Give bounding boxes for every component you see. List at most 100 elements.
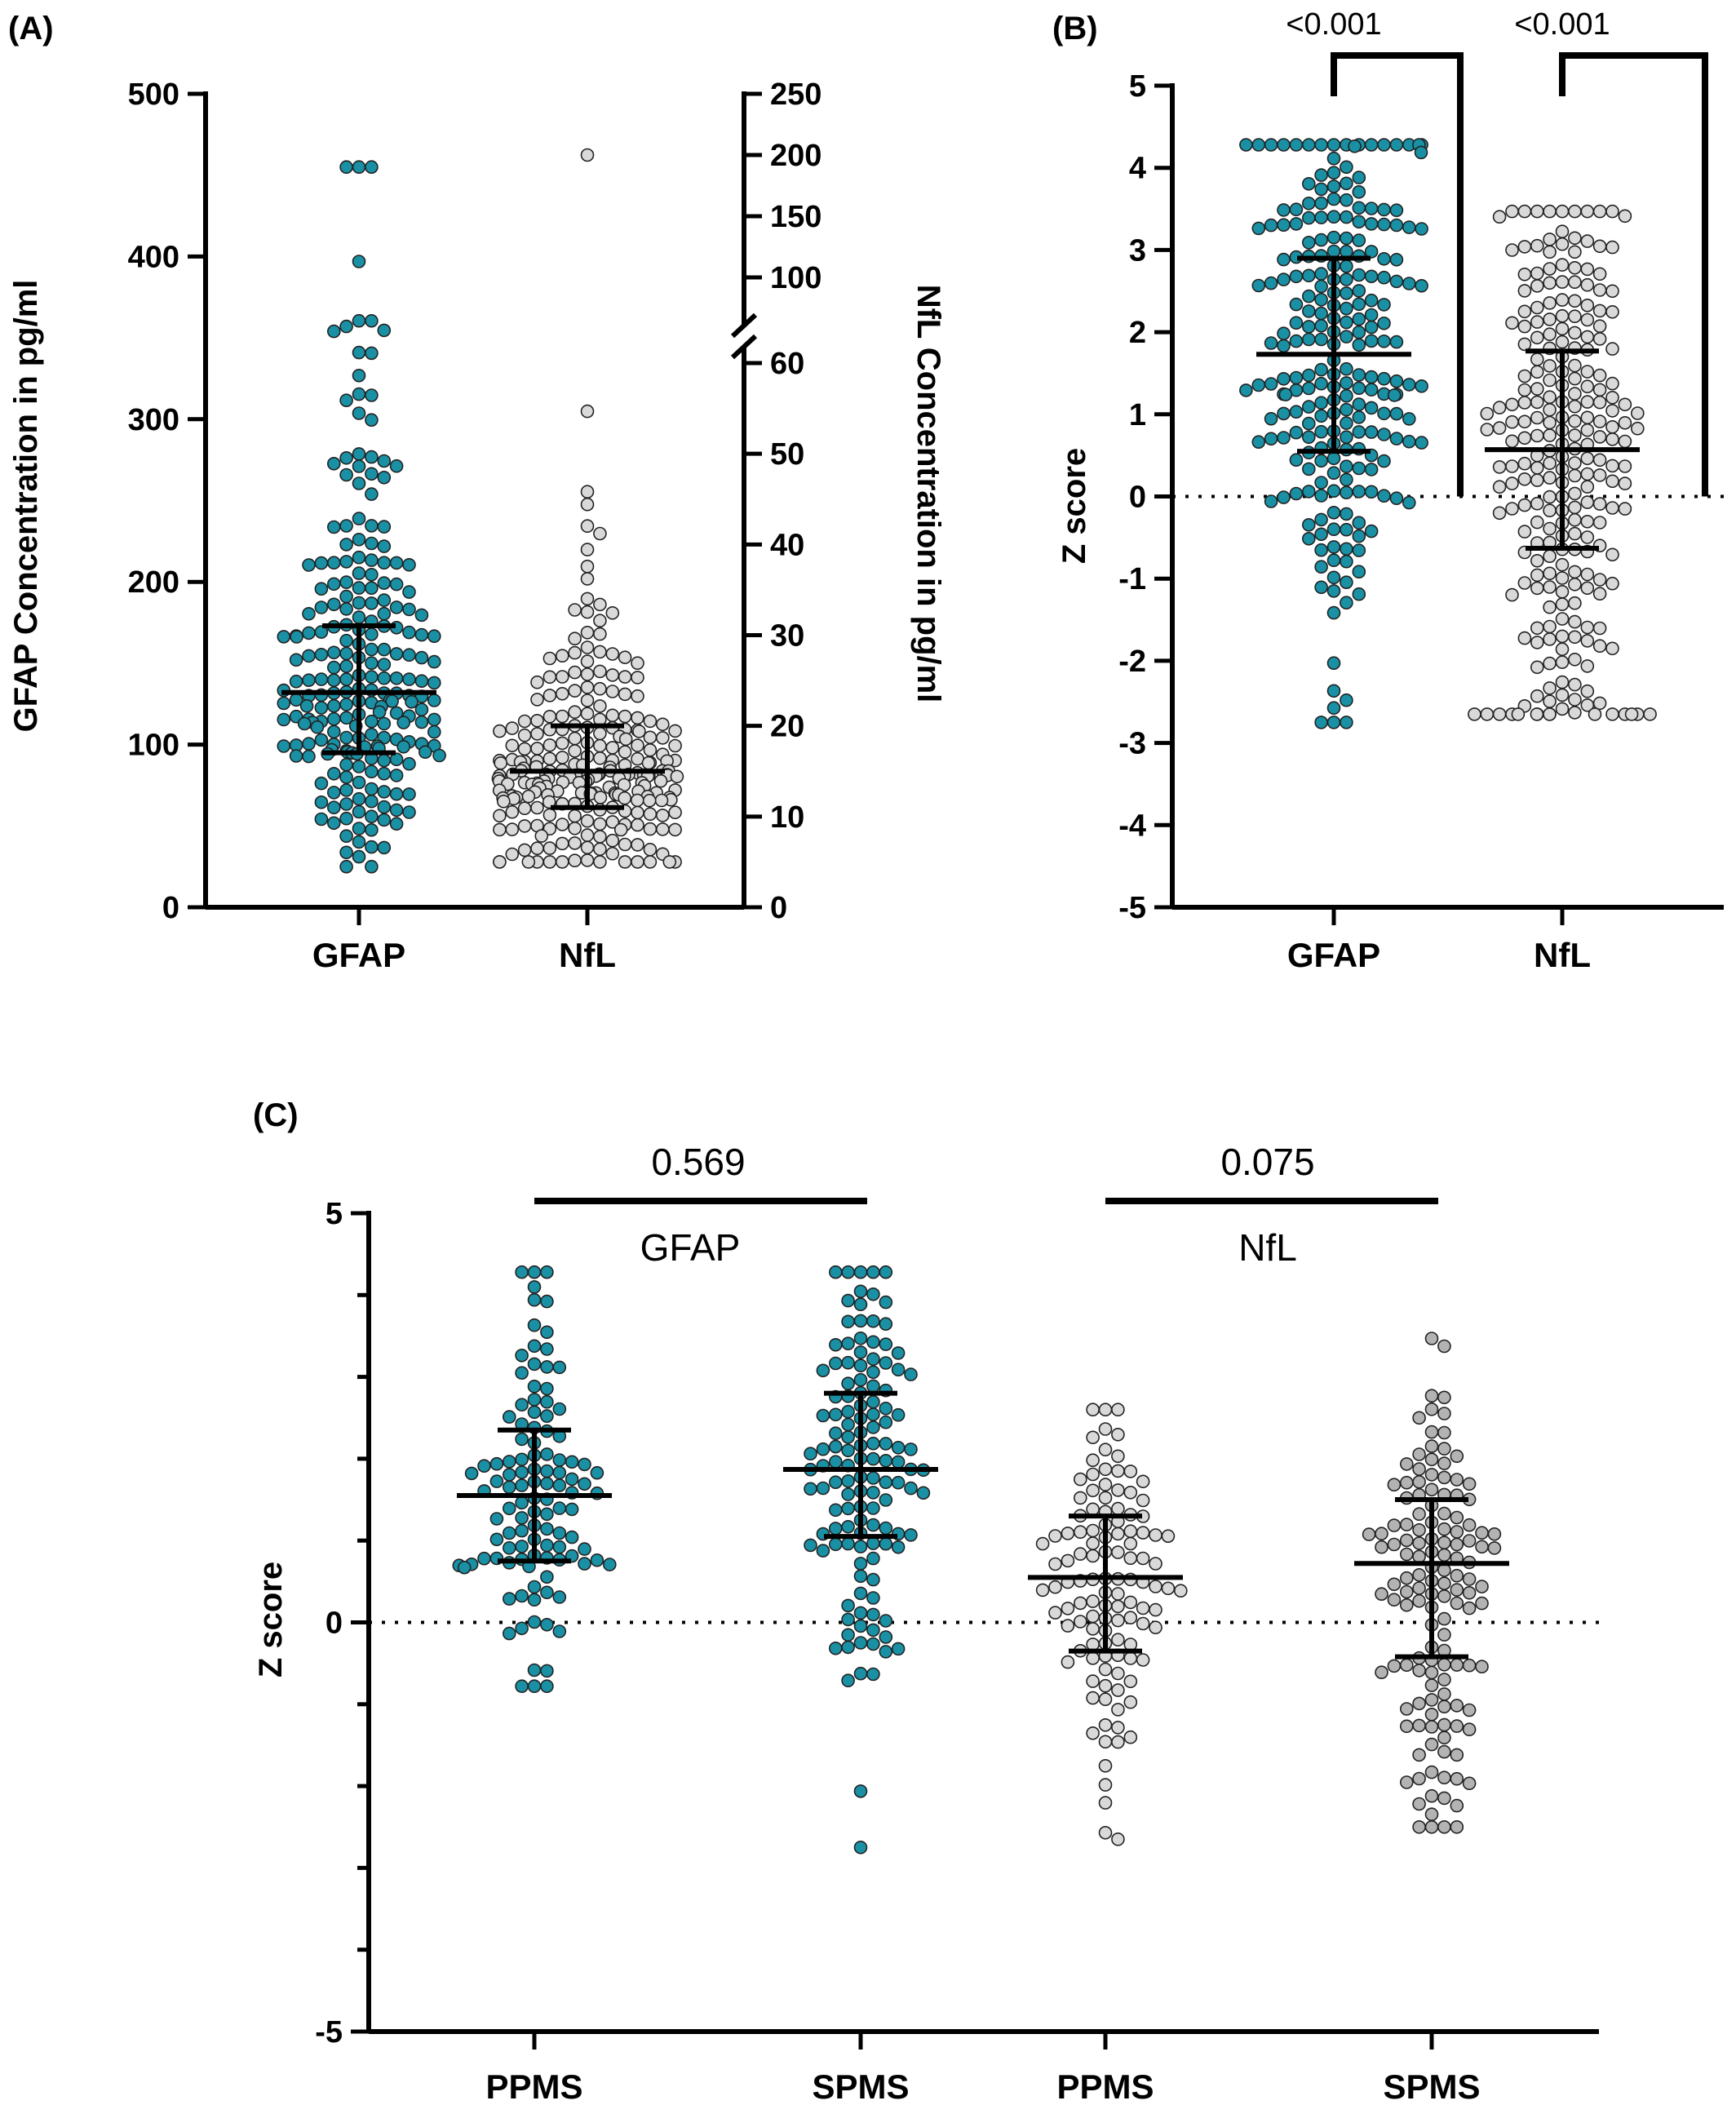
- panel-b-tick-label: 0: [1129, 481, 1146, 515]
- panel-c-nfl-spms-point: [1450, 1525, 1464, 1539]
- panel-b-nfl-point: [1592, 319, 1607, 334]
- panel-b-nfl-point: [1492, 460, 1507, 474]
- panel-b-gfap-point: [1340, 472, 1353, 487]
- panel-c-nfl-spms-point: [1437, 1820, 1451, 1834]
- panel-b-tick-label: -3: [1118, 727, 1146, 761]
- panel-a-nfl-point: [643, 730, 658, 745]
- panel-b-gfap-point: [1264, 138, 1278, 152]
- panel-a-nfl-point: [555, 709, 569, 724]
- panel-c-pvalue-nfl: 0.075: [1220, 1141, 1314, 1183]
- panel-b-tick-label: -4: [1118, 809, 1146, 843]
- panel-c-nfl-spms-point: [1437, 1744, 1451, 1759]
- panel-a-right-tick-label: 50: [770, 437, 804, 472]
- panel-b-gfap-point: [1340, 507, 1353, 521]
- panel-c-nfl-spms-point: [1412, 1536, 1426, 1550]
- panel-a-gfap-point: [339, 468, 353, 482]
- panel-c-gfap-ppms-point: [565, 1455, 579, 1469]
- panel-b-gfap-point: [1377, 489, 1391, 503]
- panel-b-nfl-point: [1555, 629, 1570, 644]
- panel-b-nfl-point: [1592, 430, 1607, 444]
- panel-c-nfl-ppms-point: [1136, 1474, 1150, 1489]
- panel-b-bracket-nfl: [1559, 52, 1708, 497]
- panel-b-nfl-point: [1580, 634, 1595, 648]
- panel-a-gfap-point: [372, 705, 387, 720]
- panel-b-gfap-point: [1364, 463, 1379, 476]
- panel-b-nfl-point: [1592, 639, 1607, 654]
- panel-b-gfap-point: [1289, 370, 1304, 385]
- panel-c-group-label-gfap: GFAP: [640, 1226, 741, 1269]
- panel-c-nfl-spms-point: [1387, 1478, 1402, 1491]
- panel-a-gfap-point: [352, 387, 366, 401]
- panel-b-gfap-point: [1326, 484, 1341, 499]
- panel-c-gfap-ppms-point: [540, 1294, 554, 1309]
- panel-a-nfl-point: [655, 809, 670, 822]
- panel-a-nfl-point: [517, 728, 532, 742]
- panel-b-gfap-point: [1364, 245, 1379, 259]
- panel-b-nfl-point: [1492, 210, 1507, 224]
- panel-c-nfl-spms-point: [1412, 1462, 1426, 1476]
- panel-c-nfl-spms-point: [1450, 1820, 1464, 1834]
- panel-a-nfl-point: [618, 745, 632, 759]
- panel-c-gfap-ppms-point: [515, 1496, 529, 1510]
- panel-c-gfap-ppms-point: [502, 1501, 516, 1516]
- panel-c-gfap-ppms-point: [527, 1593, 542, 1607]
- panel-a-nfl-point: [605, 708, 620, 723]
- panel-a-gfap-point: [389, 671, 404, 685]
- panel-b-nfl-point: [1530, 568, 1544, 583]
- panel-b-nfl-point: [1543, 390, 1557, 405]
- panel-c-gfap-ppms-point: [502, 1455, 516, 1469]
- panel-b-nfl-point: [1588, 707, 1602, 721]
- panel-a-right-tick-label: 100: [770, 261, 822, 295]
- panel-b-gfap-point: [1340, 193, 1353, 207]
- panel-c-nfl-spms-point: [1412, 1748, 1426, 1762]
- panel-c-nfl-ppms-point: [1086, 1549, 1100, 1563]
- panel-c-gfap-ppms-point: [552, 1526, 567, 1540]
- panel-b-nfl-point: [1517, 304, 1532, 319]
- panel-a-nfl-point: [580, 707, 595, 721]
- panel-b-gfap-point: [1302, 400, 1316, 414]
- panel-c-nfl-ppms-point: [1074, 1525, 1087, 1539]
- panel-b-nfl-point: [1580, 312, 1595, 327]
- panel-c-gfap-ppms-point: [502, 1480, 516, 1495]
- panel-b-nfl-point: [1530, 461, 1544, 475]
- panel-a-gfap-point: [377, 454, 392, 468]
- panel-a-gfap-point: [352, 406, 366, 420]
- panel-a-gfap-point: [352, 550, 366, 565]
- panel-b-gfap-point: [1264, 336, 1278, 350]
- panel-a-nfl-point: [555, 751, 569, 764]
- panel-c-gfap-ppms-point: [540, 1265, 554, 1279]
- panel-b-gfap-point: [1326, 166, 1341, 179]
- panel-c-gfap-spms-point: [879, 1614, 893, 1628]
- panel-a-gfap-point: [377, 576, 392, 590]
- panel-c-nfl-spms-point: [1400, 1584, 1414, 1599]
- panel-a-nfl-point: [555, 736, 569, 751]
- panel-b-nfl-point: [1480, 406, 1495, 421]
- panel-a-nfl-point: [631, 656, 644, 671]
- panel-b-gfap-point: [1340, 315, 1353, 330]
- panel-b-nfl-point: [1530, 330, 1544, 345]
- panel-b-nfl-point: [1568, 512, 1582, 527]
- panel-a-nfl-point: [605, 605, 620, 620]
- panel-b-gfap-point: [1352, 368, 1366, 382]
- panel-b-nfl-point: [1517, 267, 1532, 281]
- panel-b-gfap-point: [1364, 524, 1379, 538]
- panel-c-gfap-spms-point: [841, 1474, 855, 1488]
- panel-a-gfap-point: [402, 557, 416, 572]
- panel-b-nfl-point: [1568, 565, 1582, 579]
- panel-b-nfl-point: [1580, 495, 1595, 509]
- panel-c-gfap-spms-point: [841, 1293, 855, 1308]
- panel-b-nfl-point: [1530, 515, 1544, 530]
- panel-c-nfl-spms-point: [1375, 1587, 1388, 1601]
- panel-a-gfap-point: [277, 739, 291, 753]
- panel-b-gfap-point: [1326, 540, 1341, 554]
- panel-c-nfl-spms-point: [1400, 1547, 1414, 1562]
- panel-b-nfl-point: [1643, 707, 1657, 721]
- panel-b-nfl-point: [1568, 371, 1582, 386]
- panel-b-gfap-point: [1352, 397, 1366, 411]
- panel-a-gfap-point: [365, 388, 379, 402]
- panel-c-nfl-spms-point: [1437, 1470, 1451, 1485]
- panel-c-gfap-ppms-point: [527, 1663, 542, 1677]
- panel-a-gfap-point: [326, 324, 341, 339]
- panel-c-nfl-ppms-point: [1123, 1651, 1138, 1665]
- panel-b-gfap-point: [1389, 406, 1404, 421]
